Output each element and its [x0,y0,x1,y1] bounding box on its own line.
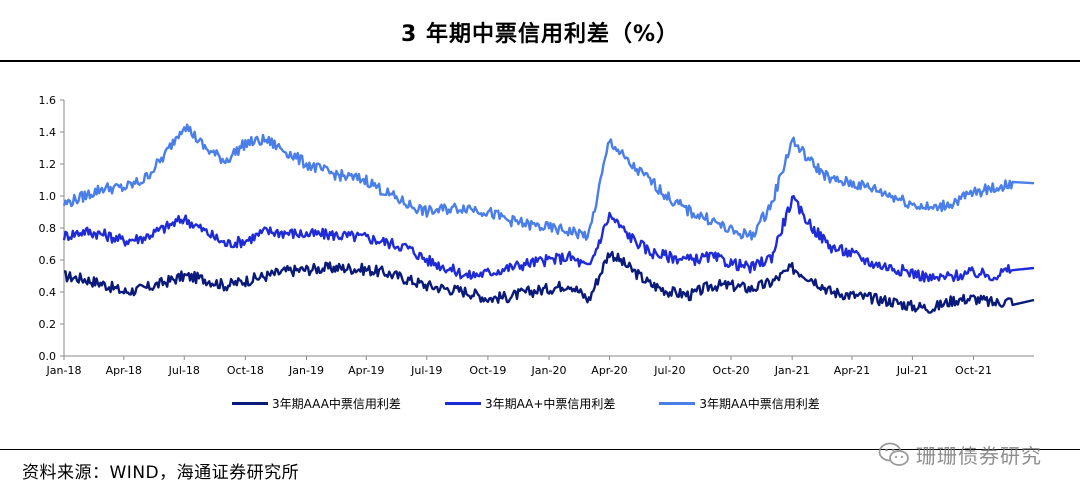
y-tick-label: 1.2 [39,158,57,171]
y-tick-label: 0.2 [39,318,57,331]
x-tick-label: Oct-20 [713,364,750,377]
x-tick-label: Jul-19 [410,364,442,377]
line-chart: 0.0 0.2 0.4 0.6 0.8 1.0 1.2 1.4 1.6 Jan-18 Apr-18 J… [39,94,1035,377]
x-tick-label: Apr-21 [834,364,870,377]
x-tick-label: Jan-18 [46,364,82,377]
watermark: 珊珊债券研究 [878,440,1042,469]
title-bar: 3 年期中票信用利差（%） [0,0,1080,62]
source-note: 资料来源：WIND，海通证券研究所 [22,463,300,483]
legend-swatch-aaa [232,401,268,405]
x-tick-label: Jul-18 [168,364,200,377]
y-tick-label: 0.0 [39,350,57,363]
x-tick-label: Oct-21 [955,364,992,377]
y-tick-label: 0.8 [39,222,57,235]
series-line-aa [62,123,1035,241]
x-tick-label: Jul-20 [653,364,685,377]
y-tick-label: 0.4 [39,286,57,299]
footer-divider [0,449,1080,450]
chart-title: 3 年期中票信用利差（%） [400,22,679,47]
legend-label-aa-plus: 3年期AA+中票信用利差 [484,396,616,411]
x-tick-label: Jan-21 [774,364,810,377]
x-tick-label: Apr-18 [106,364,142,377]
wechat-icon [878,442,909,466]
y-tick-label: 1.4 [39,126,57,139]
x-tick-label: Jan-20 [531,364,567,377]
series-line-aa-plus [62,194,1035,283]
x-tick-label: Oct-18 [227,364,264,377]
x-tick-label: Jan-19 [288,364,324,377]
legend-item-aaa: 3年期AAA中票信用利差 [232,395,401,412]
legend-item-aa-plus: 3年期AA+中票信用利差 [444,395,616,412]
legend-swatch-aa [659,401,696,405]
legend: 3年期AAA中票信用利差 3年期AA+中票信用利差 3年期AA中票信用利差 [232,392,864,414]
legend-swatch-aa-plus [444,401,481,405]
legend-label-aa: 3年期AA中票信用利差 [699,396,820,411]
x-tick-label: Oct-19 [469,364,506,377]
y-tick-label: 1.6 [39,94,57,107]
watermark-text: 珊珊债券研究 [916,444,1042,468]
x-tick-label: Jul-21 [896,364,928,377]
legend-label-aaa: 3年期AAA中票信用利差 [272,396,401,411]
y-tick-label: 0.6 [39,254,57,267]
legend-item-aa: 3年期AA中票信用利差 [659,395,820,412]
y-tick-label: 1.0 [39,190,57,203]
x-tick-label: Apr-20 [591,364,627,377]
x-tick-label: Apr-19 [348,364,384,377]
series-line-aaa [63,250,1035,314]
